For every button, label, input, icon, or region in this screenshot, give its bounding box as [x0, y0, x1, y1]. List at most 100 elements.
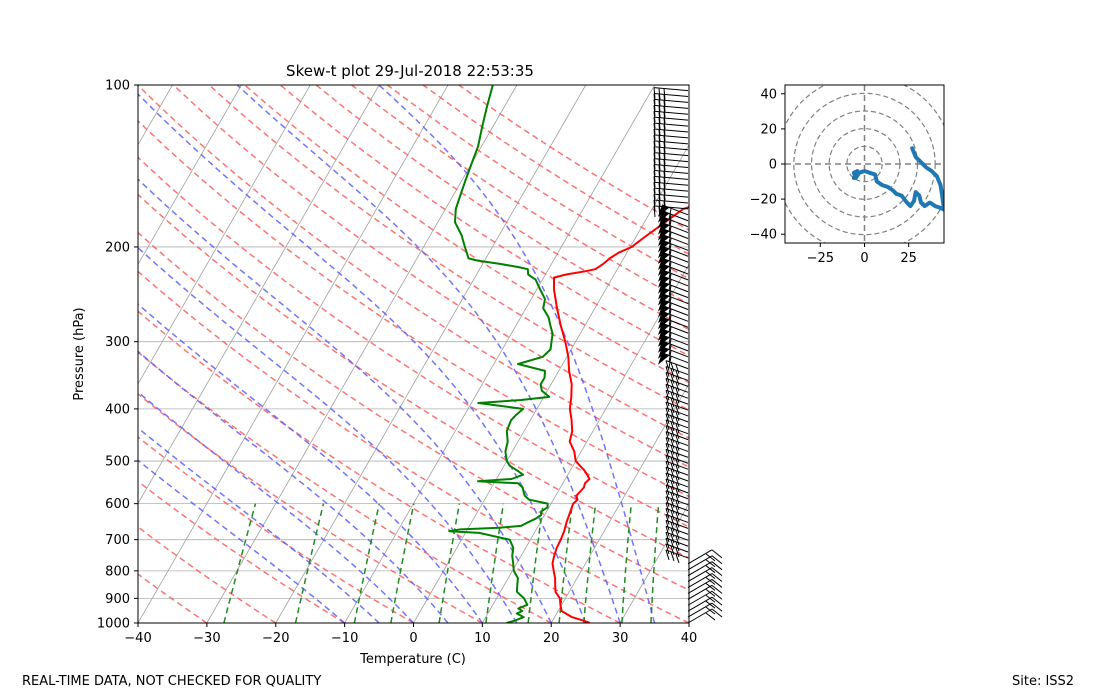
wind-barb: [665, 442, 689, 457]
wind-barb: [687, 549, 723, 565]
wind-barb: [658, 263, 689, 280]
mixing-ratio-line: [438, 503, 461, 623]
wind-barb: [665, 496, 689, 510]
chart-title: Skew-t plot 29-Jul-2018 22:53:35: [286, 62, 534, 80]
dry-adiabat: [172, 85, 689, 440]
wind-barb: [658, 316, 689, 333]
hodograph-trace: [851, 146, 944, 212]
wind-barb: [665, 513, 689, 528]
wind-barb: [658, 210, 689, 226]
dry-adiabat: [138, 119, 689, 498]
dry-adiabat: [138, 310, 621, 623]
wind-barb: [665, 508, 689, 522]
hodo-x-tick-label: −25: [807, 251, 834, 266]
isotherm: [138, 85, 449, 623]
y-tick-label: 1000: [97, 617, 130, 632]
wind-barb: [665, 366, 689, 380]
wind-barb: [658, 352, 689, 368]
y-tick-label: 300: [105, 335, 130, 350]
mixing-ratio-line: [650, 503, 660, 623]
wind-barb: [687, 578, 723, 594]
dry-adiabat: [138, 85, 689, 468]
wind-barb: [658, 281, 689, 297]
hodograph-chart: −25 0 25 40 20 0 −20 −40: [750, 84, 945, 266]
x-tick-label: −10: [331, 631, 358, 646]
wind-barb: [665, 537, 689, 552]
dry-adiabat: [138, 436, 414, 623]
wind-barb: [665, 448, 689, 463]
dry-adiabat: [208, 85, 689, 411]
dry-adiabat: [244, 85, 689, 384]
wind-barb: [665, 454, 689, 469]
moist-adiabat: [138, 391, 415, 623]
skewt-frame: [137, 84, 690, 624]
wind-barb: [653, 87, 689, 100]
temperature-profile: [551, 205, 689, 623]
wind-barb: [658, 328, 689, 345]
dry-adiabat: [138, 573, 208, 623]
mixing-ratio-line: [583, 503, 597, 623]
wind-barb: [658, 257, 689, 274]
wind-barb: [687, 596, 723, 612]
x-tick-label: 30: [612, 631, 629, 646]
hodo-y-tick-label: 0: [769, 158, 777, 173]
wind-barb: [658, 233, 689, 250]
wind-barb: [665, 371, 689, 386]
mixing-ratio-line: [353, 503, 381, 623]
footer-quality-note: REAL-TIME DATA, NOT CHECKED FOR QUALITY: [22, 674, 322, 689]
wind-barb: [658, 322, 689, 339]
wind-barb: [658, 293, 689, 309]
wind-barb: [658, 222, 689, 238]
isotherm: [344, 85, 655, 623]
wind-barb: [687, 590, 723, 606]
skewt-chart: Skew-t plot 29-Jul-2018 22:53:35 −40 −30 −…: [0, 62, 723, 667]
hodo-y-tick-label: −40: [750, 228, 777, 243]
wind-barb: [687, 573, 723, 588]
isotherm: [206, 85, 518, 623]
wind-barb: [665, 389, 689, 404]
x-tick-label: 10: [474, 631, 491, 646]
mixing-ratio-line: [485, 503, 505, 623]
wind-barb: [658, 216, 689, 232]
wind-barb: [665, 543, 689, 558]
wind-barb: [658, 239, 689, 256]
wind-barb: [665, 425, 689, 439]
isotherm: [138, 85, 311, 385]
isotherm: [0, 85, 104, 623]
x-tick-label: −20: [262, 631, 289, 646]
isotherm: [138, 85, 242, 266]
wind-barb: [665, 490, 689, 504]
dry-adiabat: [138, 270, 689, 623]
y-tick-label: 500: [105, 455, 130, 470]
wind-barb: [665, 466, 689, 481]
wind-barb: [658, 204, 689, 220]
x-tick-label: 0: [409, 631, 417, 646]
x-tick-label: −30: [193, 631, 220, 646]
footer-site: Site: ISS2: [1012, 674, 1075, 689]
dry-adiabat: [386, 85, 689, 280]
hodo-x-tick-label: 25: [900, 251, 917, 266]
wind-barbs: [653, 87, 723, 624]
wind-barb: [658, 340, 689, 356]
y-tick-label: 800: [105, 564, 130, 579]
dry-adiabat: [458, 85, 689, 231]
y-tick-label: 900: [105, 592, 130, 607]
wind-barb: [665, 525, 689, 540]
dry-adiabat: [351, 85, 689, 305]
y-tick-label: 600: [105, 497, 130, 512]
y-tick-label: 100: [105, 79, 130, 94]
x-tick-label: 40: [681, 631, 698, 646]
dry-adiabat: [138, 193, 689, 559]
wind-barb: [687, 608, 723, 624]
mixing-ratio-line: [223, 503, 257, 623]
wind-barb: [665, 431, 689, 445]
wind-barb: [665, 419, 689, 433]
isotherm: [138, 85, 380, 505]
dry-adiabat: [138, 351, 552, 623]
wind-barb: [658, 334, 689, 351]
wind-barb: [665, 484, 689, 499]
isotherm: [0, 85, 35, 623]
hodo-y-tick-label: −20: [750, 193, 777, 208]
dewpoint-profile: [448, 85, 554, 623]
